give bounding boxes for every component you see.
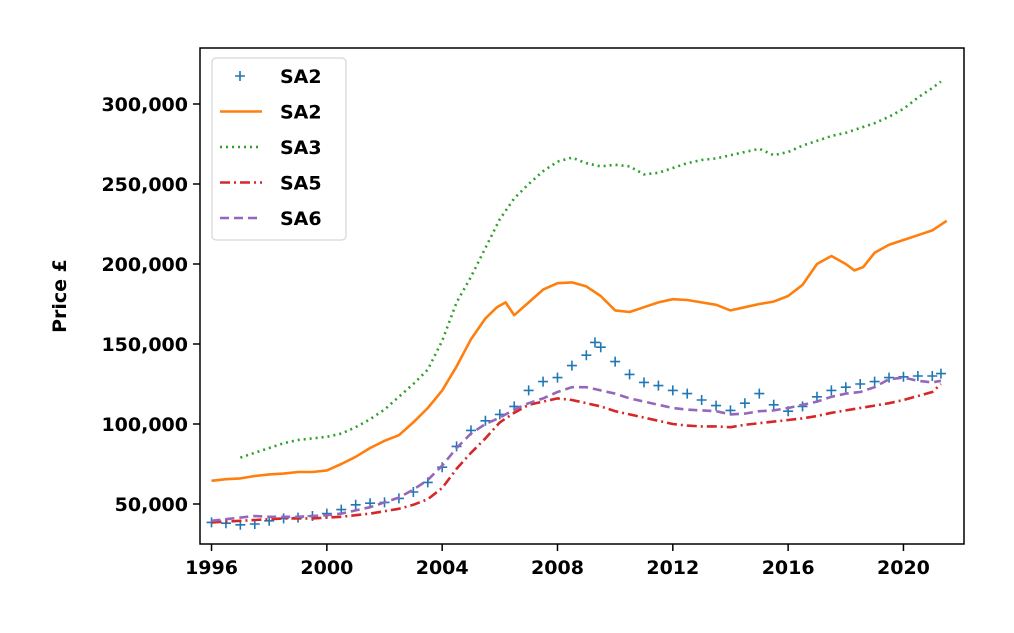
series-sa5-dashdot [211,383,942,524]
legend-item: SA2 [235,66,322,88]
data-point [538,376,549,387]
series-line [239,80,942,459]
series-line [211,376,942,523]
y-tick-label: 150,000 [101,334,188,356]
data-point [754,388,765,399]
legend-item: SA3 [220,137,322,159]
data-point [840,382,851,393]
data-point [935,368,946,379]
y-tick-label: 200,000 [101,254,188,276]
data-point [811,391,822,402]
legend-label: SA5 [280,173,322,195]
data-point [768,399,779,410]
data-point [667,385,678,396]
data-point [624,369,635,380]
data-point [711,400,722,411]
y-axis: 50,000 100,000 150,000 200,000 250,000 300,00… [101,94,200,516]
x-tick-label: 1996 [185,557,238,579]
x-tick-label: 2016 [762,557,815,579]
y-axis-label: Price £ [49,259,71,333]
series-layer [206,80,948,530]
data-point [610,356,621,367]
data-point [927,371,938,381]
data-point [638,377,649,388]
data-point [480,415,491,426]
data-point [826,385,837,396]
x-axis: 1996 2000 2004 2008 2012 2016 2020 [185,544,930,579]
data-point [855,379,866,389]
data-point [884,372,895,383]
data-point [739,398,750,409]
plot-frame [199,47,965,545]
data-point [566,360,577,371]
data-point [682,388,693,399]
data-point [869,376,880,387]
y-tick-label: 50,000 [115,494,188,516]
series-sa6-dashed [211,376,942,523]
x-tick-label: 2000 [300,557,353,579]
legend-label: SA3 [280,137,322,159]
data-point [350,499,361,510]
y-tick-label: 100,000 [101,414,188,436]
legend-swatch [235,71,245,81]
legend-item: SA2 [220,102,322,124]
legend-item: SA6 [220,208,322,230]
data-point [653,380,664,391]
data-point [797,401,808,412]
series-line [211,383,942,524]
y-tick-label: 300,000 [101,94,188,116]
legend-label: SA2 [280,102,322,124]
legend-label: SA2 [280,66,322,88]
series-line [211,219,948,483]
x-tick-label: 2004 [416,557,469,579]
data-point [589,337,600,348]
data-point [912,371,923,381]
legend-item: SA5 [220,173,322,195]
data-point [523,385,534,396]
data-point [595,342,606,353]
x-tick-label: 2008 [531,557,584,579]
data-point [581,350,592,361]
series-sa2-solid [211,219,948,483]
data-point [552,372,563,383]
x-tick-label: 2020 [877,557,930,579]
legend-label: SA6 [280,208,322,230]
y-tick-label: 250,000 [101,174,188,196]
legend: SA2 SA2 SA3 SA5 SA6 [211,57,347,241]
series-sa3-dotted [239,80,942,459]
legend-box [211,57,347,241]
data-point [696,395,707,405]
x-tick-label: 2012 [646,557,699,579]
